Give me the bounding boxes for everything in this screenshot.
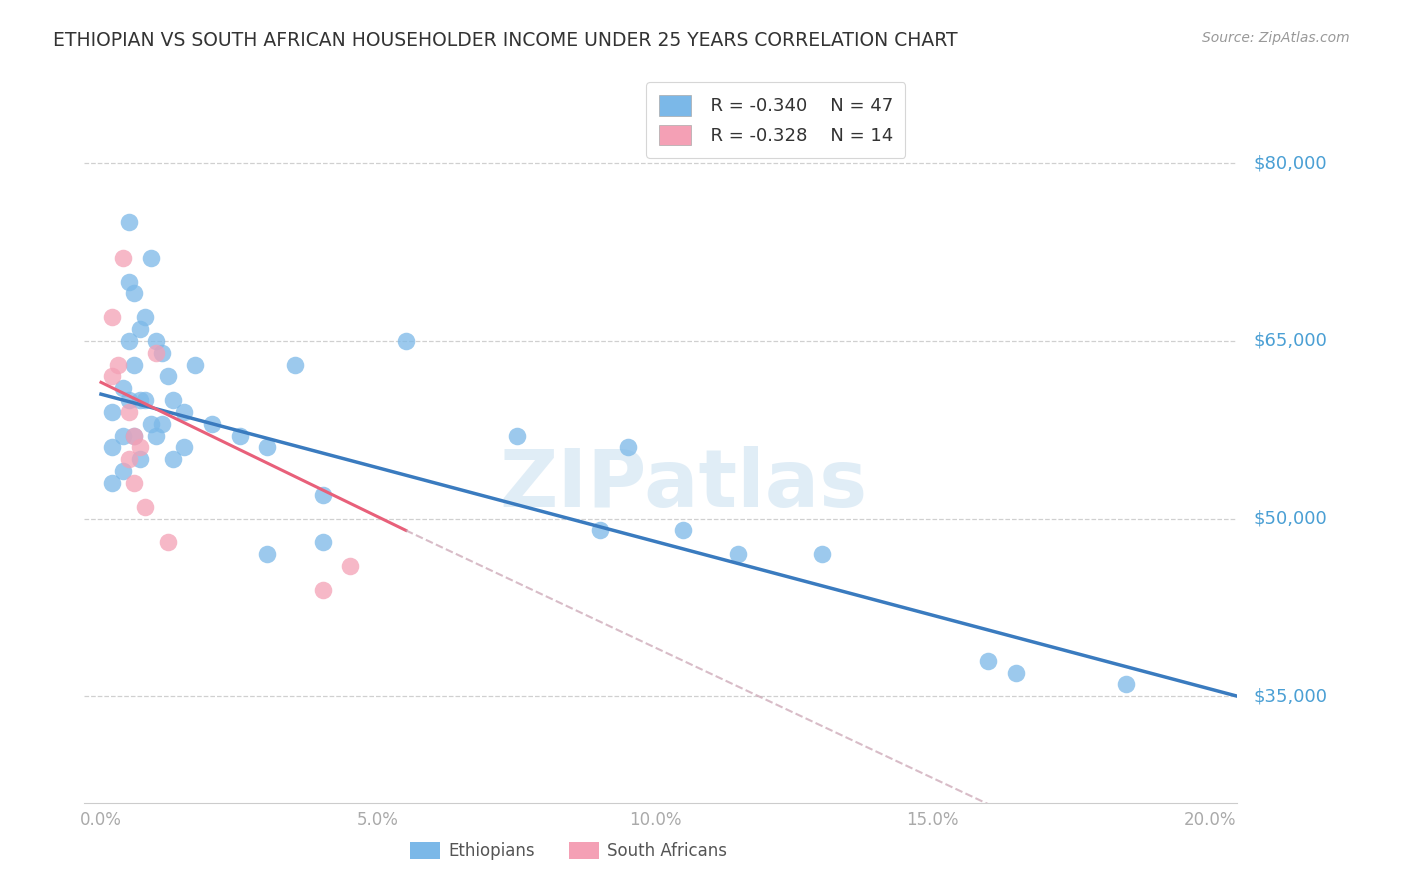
- Point: [134, 310, 156, 325]
- Point: [134, 500, 156, 514]
- Point: [107, 358, 129, 372]
- Point: [162, 452, 184, 467]
- Point: [156, 369, 179, 384]
- Point: [150, 345, 173, 359]
- Point: [101, 441, 124, 455]
- Point: [145, 334, 167, 348]
- Point: [256, 547, 278, 561]
- Text: $65,000: $65,000: [1254, 332, 1327, 350]
- Point: [977, 654, 1000, 668]
- Point: [173, 405, 195, 419]
- Point: [339, 558, 361, 573]
- Point: [589, 524, 612, 538]
- Point: [112, 251, 135, 265]
- Point: [672, 524, 695, 538]
- Point: [122, 286, 145, 301]
- Point: [134, 393, 156, 408]
- Point: [122, 428, 145, 442]
- Point: [312, 535, 335, 549]
- Point: [128, 452, 150, 467]
- Point: [145, 428, 167, 442]
- Point: [118, 452, 141, 467]
- Point: [810, 547, 832, 561]
- Point: [395, 334, 418, 348]
- Text: $35,000: $35,000: [1254, 687, 1327, 706]
- Point: [616, 441, 638, 455]
- Point: [122, 428, 145, 442]
- Point: [506, 428, 529, 442]
- Point: [118, 275, 141, 289]
- Legend: Ethiopians, South Africans: Ethiopians, South Africans: [404, 835, 734, 867]
- Point: [201, 417, 224, 431]
- Point: [139, 417, 162, 431]
- Point: [118, 334, 141, 348]
- Point: [101, 310, 124, 325]
- Point: [145, 345, 167, 359]
- Point: [118, 405, 141, 419]
- Point: [101, 475, 124, 490]
- Text: $80,000: $80,000: [1254, 154, 1327, 172]
- Point: [122, 358, 145, 372]
- Point: [101, 405, 124, 419]
- Point: [118, 215, 141, 229]
- Text: Source: ZipAtlas.com: Source: ZipAtlas.com: [1202, 31, 1350, 45]
- Text: ZIPatlas: ZIPatlas: [499, 446, 868, 524]
- Point: [284, 358, 307, 372]
- Point: [128, 441, 150, 455]
- Point: [162, 393, 184, 408]
- Point: [228, 428, 250, 442]
- Point: [156, 535, 179, 549]
- Text: ETHIOPIAN VS SOUTH AFRICAN HOUSEHOLDER INCOME UNDER 25 YEARS CORRELATION CHART: ETHIOPIAN VS SOUTH AFRICAN HOUSEHOLDER I…: [53, 31, 957, 50]
- Point: [101, 369, 124, 384]
- Point: [1004, 665, 1026, 680]
- Point: [173, 441, 195, 455]
- Point: [128, 393, 150, 408]
- Point: [184, 358, 207, 372]
- Point: [112, 428, 135, 442]
- Point: [312, 488, 335, 502]
- Point: [256, 441, 278, 455]
- Point: [727, 547, 749, 561]
- Point: [112, 464, 135, 478]
- Point: [1115, 677, 1137, 691]
- Text: $50,000: $50,000: [1254, 509, 1327, 527]
- Point: [122, 475, 145, 490]
- Point: [112, 381, 135, 395]
- Point: [118, 393, 141, 408]
- Point: [150, 417, 173, 431]
- Point: [312, 582, 335, 597]
- Point: [128, 322, 150, 336]
- Point: [139, 251, 162, 265]
